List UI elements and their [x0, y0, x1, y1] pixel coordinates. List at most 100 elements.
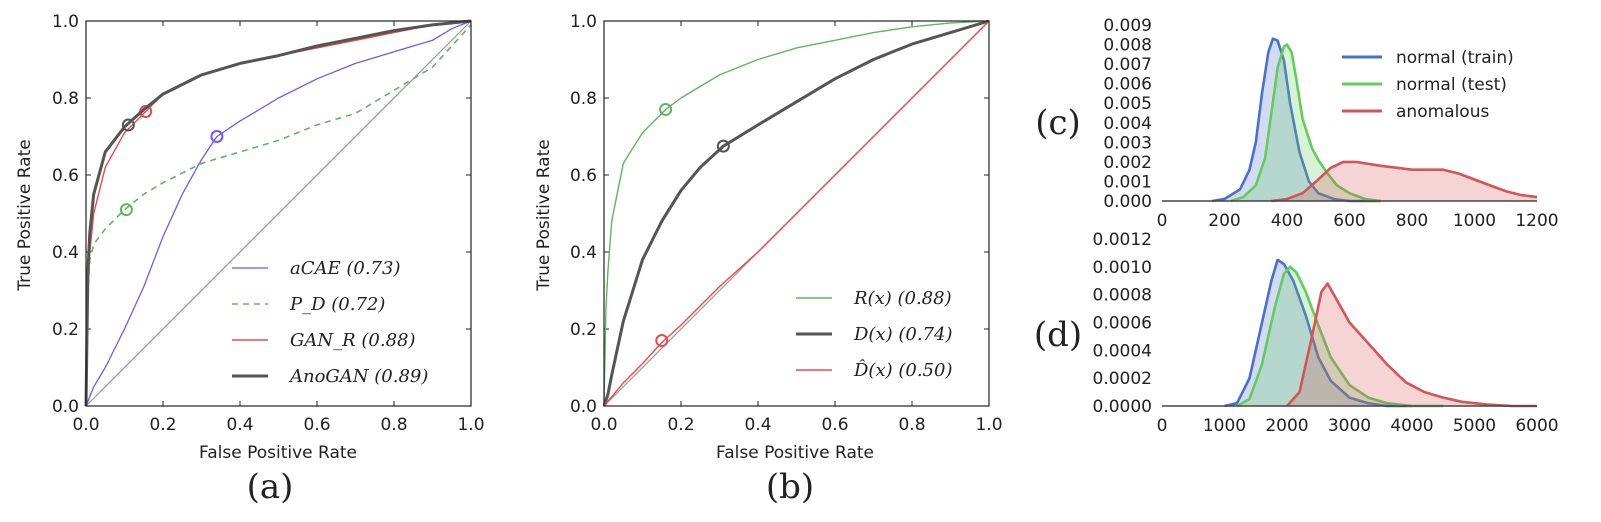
b-xtick-label: 0.6 [821, 415, 848, 435]
a-operating-point-marker-1 [119, 203, 133, 217]
d-series-line-0 [1224, 258, 1412, 408]
panel-b-roc-chart: 0.0 0.2 0.4 0.6 0.8 1.0 0.0 0.2 0.4 0.6 0.8 1.0 R(x)… [534, 12, 1003, 507]
d-ytick-label: 0.0004 [1093, 341, 1152, 361]
a-plot-frame [85, 20, 472, 407]
c-ytick-label: 0.009 [1103, 16, 1152, 36]
b-ytick-label: 0.2 [570, 320, 597, 340]
panel-a-roc-chart: 0.0 0.2 0.4 0.6 0.8 1.0 0.0 0.2 0.4 0.6 0.8 1.0 aCAE… [15, 12, 485, 507]
c-series-line-1 [1230, 43, 1381, 203]
c-series-area-0 [1212, 38, 1381, 202]
c-panel-label: (c) [1035, 103, 1081, 143]
d-ytick-label: 0.0006 [1093, 314, 1152, 334]
b-panel-label: (b) [766, 467, 814, 507]
d-xtick-label: 5000 [1453, 416, 1496, 436]
b-xtick-label: 1.0 [975, 415, 1002, 435]
d-xtick-label: 1000 [1203, 416, 1246, 436]
b-xtick-label: 0.2 [667, 415, 694, 435]
a-ylabel: True Positive Rate [15, 139, 35, 291]
a-series-line-1 [85, 24, 472, 407]
b-series-line-0 [603, 20, 990, 407]
d-series-area-2 [1287, 283, 1537, 406]
c-legend-label: normal (test) [1396, 75, 1507, 95]
d-panel-label: (d) [1034, 315, 1082, 355]
d-ytick-label: 0.0008 [1093, 286, 1152, 306]
b-operating-point-marker-2 [655, 334, 669, 348]
b-ytick-label: 0.6 [570, 166, 597, 186]
b-operating-point-marker-0 [659, 103, 673, 117]
b-legend-label: R(x) (0.88) [853, 288, 952, 309]
c-series-line-2 [1271, 160, 1538, 203]
c-xtick-label: 800 [1396, 211, 1428, 231]
b-ytick-label: 0.8 [570, 89, 597, 109]
c-xtick-label: 200 [1208, 211, 1240, 231]
c-ytick-label: 0.000 [1103, 192, 1152, 212]
d-series-line-1 [1236, 265, 1444, 408]
a-xtick-label: 0.2 [149, 415, 176, 435]
b-xlabel: False Positive Rate [716, 443, 874, 463]
b-legend-label: D̂(x) (0.50) [853, 359, 952, 381]
b-xtick-label: 0.4 [744, 415, 771, 435]
a-legend-label: GAN_R (0.88) [290, 330, 416, 351]
a-ytick-label: 0.0 [52, 397, 79, 417]
d-series-line-2 [1286, 282, 1537, 408]
b-operating-point-marker-1 [716, 139, 730, 153]
b-ytick-label: 1.0 [570, 12, 597, 32]
c-series-area-1 [1230, 44, 1381, 201]
d-xtick-label: 4000 [1390, 416, 1433, 436]
d-series-area-0 [1224, 259, 1412, 406]
c-xtick-label: 400 [1271, 211, 1303, 231]
a-legend-label: AnoGAN (0.89) [288, 366, 428, 387]
c-ytick-label: 0.003 [1103, 133, 1152, 153]
b-series-line-2 [603, 20, 990, 407]
b-legend-label: D(x) (0.74) [853, 324, 952, 345]
a-ytick-label: 0.4 [52, 243, 79, 263]
a-xlabel: False Positive Rate [199, 443, 357, 463]
c-ytick-label: 0.001 [1103, 172, 1152, 192]
a-chance-diagonal [85, 20, 472, 407]
d-ytick-label: 0.0000 [1093, 397, 1152, 417]
panel-d-density-chart: 0 1000 2000 3000 4000 5000 6000 0.0000 0.0002 0.0… [1034, 230, 1559, 436]
c-series-line-0 [1211, 37, 1381, 203]
d-series-area-1 [1237, 266, 1444, 406]
b-ytick-label: 0.0 [570, 397, 597, 417]
c-ytick-label: 0.005 [1103, 94, 1152, 114]
b-plot-frame [603, 20, 990, 407]
c-xtick-label: 0 [1157, 211, 1168, 231]
a-ytick-label: 1.0 [52, 12, 79, 32]
c-ytick-label: 0.002 [1103, 153, 1152, 173]
a-xtick-label: 0.8 [380, 415, 407, 435]
d-xtick-label: 3000 [1328, 416, 1371, 436]
a-series-line-0 [85, 20, 472, 407]
a-ytick-label: 0.2 [52, 320, 79, 340]
d-xtick-label: 6000 [1515, 416, 1558, 436]
d-ytick-label: 0.0012 [1093, 230, 1152, 250]
b-ylabel: True Positive Rate [534, 139, 554, 291]
a-xtick-label: 0.0 [72, 415, 99, 435]
c-legend-label: normal (train) [1396, 48, 1514, 68]
c-ytick-label: 0.008 [1103, 36, 1152, 56]
a-series-line-3 [84, 19, 472, 407]
c-legend-label: anomalous [1396, 102, 1489, 122]
d-xtick-label: 0 [1157, 416, 1168, 436]
a-operating-point-marker-3 [121, 118, 135, 132]
panel-c-density-chart: 0 200 400 600 800 1000 12000.0000.0010.0020.00… [1035, 16, 1558, 231]
a-xtick-label: 1.0 [457, 415, 484, 435]
a-operating-point-marker-0 [210, 130, 224, 143]
d-ytick-label: 0.0010 [1093, 258, 1152, 278]
a-legend-label: aCAE (0.73) [290, 258, 401, 279]
a-legend-label: P_D (0.72) [289, 294, 385, 315]
c-series-area-2 [1271, 161, 1537, 201]
c-ytick-label: 0.006 [1103, 75, 1152, 95]
a-ytick-label: 0.8 [52, 89, 79, 109]
c-xtick-label: 1000 [1453, 211, 1496, 231]
c-xtick-label: 600 [1333, 211, 1365, 231]
b-series-line-1 [602, 19, 990, 407]
c-ytick-label: 0.004 [1103, 114, 1152, 134]
c-ytick-label: 0.007 [1103, 55, 1152, 75]
d-xtick-label: 2000 [1265, 416, 1308, 436]
a-xtick-label: 0.4 [226, 415, 253, 435]
a-xtick-label: 0.6 [303, 415, 330, 435]
c-xtick-label: 1200 [1515, 211, 1558, 231]
a-ytick-label: 0.6 [52, 166, 79, 186]
d-ytick-label: 0.0002 [1093, 369, 1152, 389]
